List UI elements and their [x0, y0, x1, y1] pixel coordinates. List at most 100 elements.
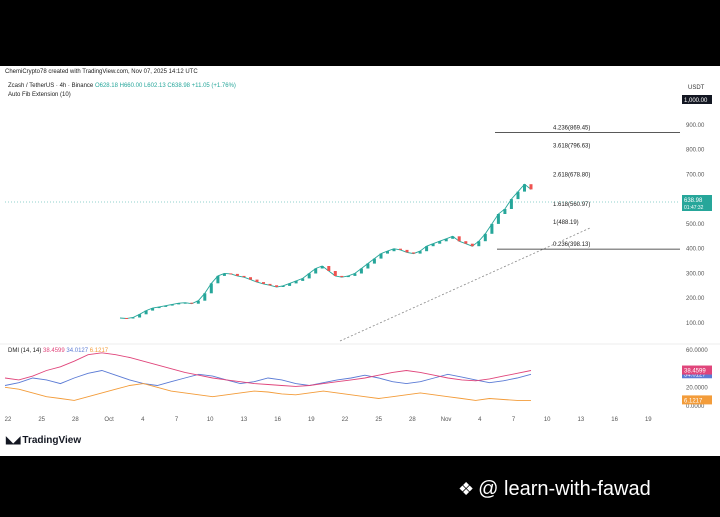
dmi-last-tag	[682, 395, 712, 405]
candle	[509, 199, 513, 209]
price-tick-label: 200.00	[686, 296, 705, 302]
dmi-last-tag	[682, 365, 712, 375]
candle	[320, 266, 324, 269]
candle	[262, 282, 265, 284]
time-tick-label: 10	[207, 417, 214, 423]
price-tick-label: 700.00	[686, 172, 705, 178]
candle	[470, 243, 474, 247]
candle	[523, 184, 526, 192]
time-tick-label: 19	[645, 417, 652, 423]
candle	[288, 283, 292, 286]
brand-name: TradingView	[22, 435, 82, 446]
candle	[314, 268, 318, 274]
candle	[516, 191, 520, 200]
candle	[346, 275, 350, 278]
candle	[418, 251, 422, 254]
price-top-tag	[682, 95, 712, 104]
candle	[216, 275, 220, 284]
time-axis: 22 25 28 Oct 4 7 10 13 16 19 22 25 28 Nov 4 7 10 13 16 19	[5, 417, 653, 423]
price-countdown: 01:47:32	[684, 205, 704, 211]
symbol-name[interactable]: Zcash / TetherUS · 4h · Binance	[8, 83, 94, 89]
price-tick-label: 300.00	[686, 271, 705, 277]
candle	[386, 251, 389, 254]
candle	[399, 248, 402, 250]
time-tick-label: 22	[342, 417, 349, 423]
candle	[229, 273, 233, 275]
candle	[190, 302, 194, 304]
candle	[464, 241, 468, 244]
candle	[451, 236, 455, 239]
candle	[209, 283, 213, 294]
candle	[222, 273, 226, 276]
price-series	[119, 183, 533, 319]
dmi-title: DMI (14, 14)	[8, 348, 42, 354]
dmi-legend[interactable]: DMI (14, 14) 38.4599 34.0127 6.1217	[8, 348, 108, 354]
time-tick-label: 7	[512, 417, 516, 423]
fib-label: 0.236(398.13)	[553, 242, 590, 248]
candle	[235, 273, 239, 276]
candle	[379, 253, 383, 259]
time-tick-label: 4	[141, 417, 145, 423]
dmi-series	[4, 352, 532, 401]
attribution-text: ChemiCrypto78 created with TradingView.c…	[5, 69, 198, 75]
candle	[183, 302, 187, 304]
chart-frame: 4.236(869.45) 3.618(796.63) 2.618(678.80) 1…	[0, 66, 720, 456]
candle	[131, 317, 135, 319]
time-tick-label: 13	[241, 417, 248, 423]
candle	[301, 278, 305, 281]
fib-label: 3.618(796.63)	[553, 143, 590, 149]
time-tick-label: 10	[544, 417, 551, 423]
candle	[164, 305, 168, 307]
symbol-legend: Zcash / TetherUS · 4h · Binance O628.18 …	[8, 82, 236, 100]
candle	[275, 285, 279, 287]
watermark-text: @ learn-with-fawad	[478, 478, 651, 500]
fib-label: 2.618(678.80)	[553, 173, 590, 179]
watermark: ❖ @ learn-with-fawad	[458, 478, 651, 501]
candle	[503, 209, 507, 214]
candle	[353, 273, 357, 276]
currency-unit: USDT	[688, 85, 705, 91]
tradingview-logo[interactable]: ◣◢ TradingView	[6, 435, 81, 446]
candle	[125, 318, 128, 319]
fib-label: 1.618(560.97)	[553, 202, 590, 208]
trendline	[339, 227, 591, 342]
chart-canvas: 4.236(869.45) 3.618(796.63) 2.618(678.80) 1…	[0, 95, 720, 423]
candle	[477, 241, 481, 247]
dmi-minus-value: 6.1217	[89, 348, 109, 354]
dmi-line-ADX	[4, 352, 532, 387]
candle	[138, 314, 142, 318]
indicator-name[interactable]: Auto Fib Extension (10)	[8, 92, 71, 98]
dmi-last-label: 6.1217	[684, 398, 703, 404]
candle	[203, 293, 207, 301]
candle	[281, 285, 285, 287]
price-axis: 1,000.00900.00800.00700.00600.00500.0040…	[682, 95, 712, 327]
price-tick-label: 800.00	[686, 148, 705, 154]
time-tick-label: 7	[175, 417, 179, 423]
price-line	[119, 183, 532, 319]
candle	[294, 280, 298, 284]
candle	[431, 243, 435, 247]
candle	[425, 246, 429, 252]
candle	[157, 306, 161, 309]
candle	[529, 184, 533, 190]
candle	[457, 236, 461, 242]
current-price-label: 638.98	[684, 198, 703, 204]
time-tick-label: 16	[611, 417, 618, 423]
candle	[307, 273, 311, 279]
time-tick-label: 25	[38, 417, 45, 423]
candle	[496, 214, 500, 224]
candle	[366, 263, 370, 269]
dmi-last-label: 34.0127	[684, 372, 706, 378]
candle	[196, 300, 200, 304]
candle	[359, 268, 363, 274]
dmi-line-+DI	[4, 370, 532, 386]
time-tick-label: Nov	[441, 417, 452, 423]
candle	[249, 277, 252, 280]
dmi-axis: 60.000040.000020.00000.000034.012738.459…	[682, 348, 712, 410]
price-top-label: 1,000.00	[684, 98, 708, 104]
candle	[412, 252, 416, 254]
dmi-last-label: 38.4599	[684, 369, 706, 375]
tv-logo-icon: ◣◢	[6, 435, 20, 446]
dmi-tick-label: 20.0000	[686, 385, 708, 391]
dmi-tick-label: 60.0000	[686, 348, 708, 354]
